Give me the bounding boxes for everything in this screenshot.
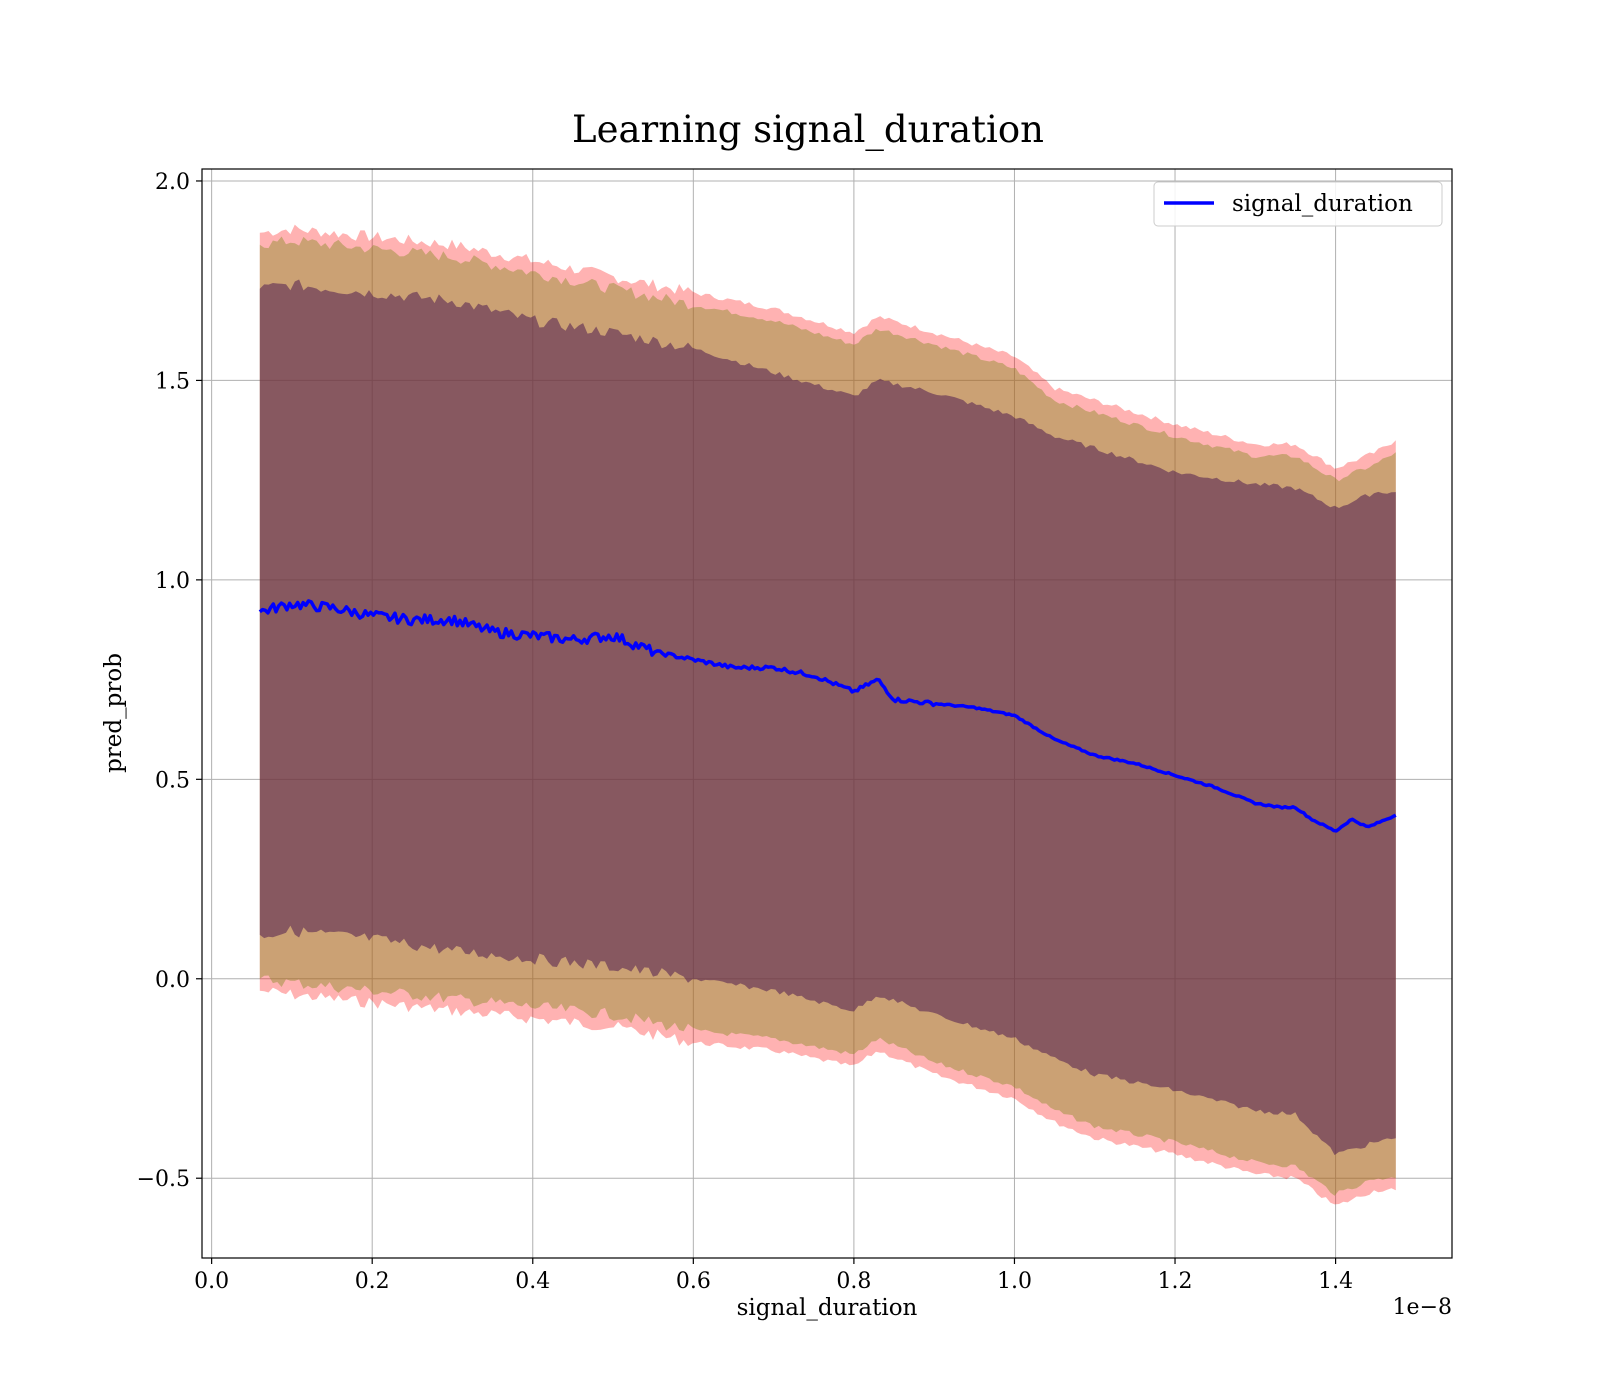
series-lines (258, 599, 1397, 833)
legend-box (1153, 181, 1443, 227)
y-tick-label-5: 2.0 (155, 170, 190, 195)
y-axis-ticks: −0.5 0.0 0.5 1.0 1.5 2.0 (137, 170, 202, 1192)
y-tick-label-1: 0.0 (155, 968, 190, 993)
confidence-bands (259, 224, 1396, 1205)
x-tick-label-6: 1.2 (1158, 1269, 1193, 1294)
y-axis-label: pred_prob (101, 653, 127, 773)
y-tick-label-0: −0.5 (137, 1167, 190, 1192)
y-tick-label-4: 1.5 (155, 369, 190, 394)
y-tick-label-3: 1.0 (155, 569, 190, 594)
x-axis-offset-label: 1e−8 (1393, 1295, 1452, 1320)
x-axis-ticks: 0.0 0.2 0.4 0.6 0.8 1.0 1.2 1.4 (194, 1258, 1353, 1294)
legend: signal_duration (1153, 181, 1443, 227)
x-tick-label-2: 0.4 (515, 1269, 550, 1294)
x-tick-label-1: 0.2 (355, 1269, 390, 1294)
x-tick-label-7: 1.4 (1318, 1269, 1353, 1294)
x-axis-label: signal_duration (737, 1295, 918, 1321)
series-line-0 (258, 599, 1397, 833)
y-tick-label-2: 0.5 (155, 768, 190, 793)
x-tick-label-3: 0.6 (676, 1269, 711, 1294)
legend-label: signal_duration (1232, 191, 1413, 217)
plot-area-frame (201, 168, 1453, 1259)
x-tick-label-4: 0.8 (836, 1269, 871, 1294)
x-tick-label-5: 1.0 (997, 1269, 1032, 1294)
x-tick-label-0: 0.0 (194, 1269, 229, 1294)
band-inner (259, 279, 1396, 1156)
chart-title: Learning signal_duration (572, 108, 1044, 152)
